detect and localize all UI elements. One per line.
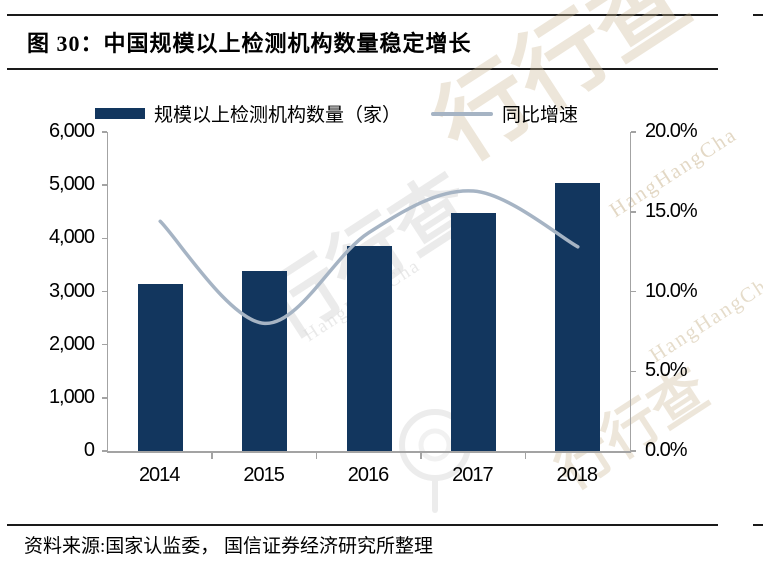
y-axis-left-tick (102, 237, 107, 240)
y-axis-left-label: 5,000 (48, 173, 95, 196)
y-axis-left-label: 0 (83, 439, 95, 461)
y-axis-left-label: 3,000 (48, 279, 95, 302)
bar-2018 (555, 182, 601, 451)
x-axis-label: 2018 (556, 464, 599, 486)
growth-line-chart (158, 189, 580, 326)
y-axis-right-label: 20.0% (645, 120, 698, 142)
plot-area (107, 132, 631, 453)
bottom-divider (7, 524, 718, 526)
y-axis-left-tick (102, 184, 107, 186)
x-axis-tick (524, 453, 527, 459)
x-axis-label: 2015 (243, 464, 285, 486)
legend-label-growth: 同比增速 (502, 105, 579, 126)
bar-2016 (346, 245, 392, 451)
y-axis-right-label: 15.0% (645, 199, 698, 222)
y-axis-right-tick (630, 450, 636, 452)
y-axis-left-tick (102, 450, 107, 452)
adjacent-figure-divider-fragment (753, 14, 763, 16)
legend-label-institutions: 规模以上检测机构数量（家） (154, 105, 402, 126)
growth-line-path (158, 189, 580, 326)
y-axis-left-label: 4,000 (48, 226, 95, 249)
bar-2014 (137, 284, 183, 451)
y-axis-left-label: 6,000 (48, 120, 95, 142)
x-axis-label: 2017 (452, 464, 494, 486)
y-axis-left-label: 1,000 (48, 385, 95, 408)
y-axis-left-label: 2,000 (48, 332, 95, 355)
y-axis-left-tick (102, 131, 107, 133)
chart-legend: 规模以上检测机构数量（家） 同比增速 (95, 100, 578, 127)
legend-item-institutions: 规模以上检测机构数量（家） (95, 100, 401, 127)
title-divider (7, 68, 718, 70)
y-axis-left-tick (102, 290, 107, 293)
line-series-swatch (431, 111, 494, 116)
source-note: 资料来源:国家认监委， 国信证券经济研究所整理 (24, 536, 434, 557)
y-axis-right-tick (630, 211, 636, 213)
top-divider (7, 14, 718, 16)
y-axis-right-tick (630, 290, 636, 293)
y-axis-left-tick (102, 343, 107, 346)
adjacent-figure-divider-fragment (753, 524, 763, 526)
legend-item-growth: 同比增速 (431, 100, 578, 127)
x-axis-tick (420, 453, 422, 459)
y-axis-right-label: 0.0% (645, 439, 688, 461)
y-axis-left-tick (102, 397, 107, 399)
figure-title: 图 30：中国规模以上检测机构数量稳定增长 (27, 31, 472, 56)
bar-series-swatch (95, 108, 145, 119)
y-axis-right-label: 5.0% (645, 359, 688, 382)
x-axis-label: 2016 (347, 464, 390, 486)
x-axis-tick (211, 453, 213, 459)
x-axis-label: 2014 (138, 464, 181, 486)
bar-2015 (242, 270, 288, 451)
y-axis-right-tick (630, 370, 636, 372)
y-axis-right-label: 10.0% (645, 279, 698, 302)
x-axis-tick (315, 453, 318, 459)
y-axis-right-tick (630, 131, 636, 133)
